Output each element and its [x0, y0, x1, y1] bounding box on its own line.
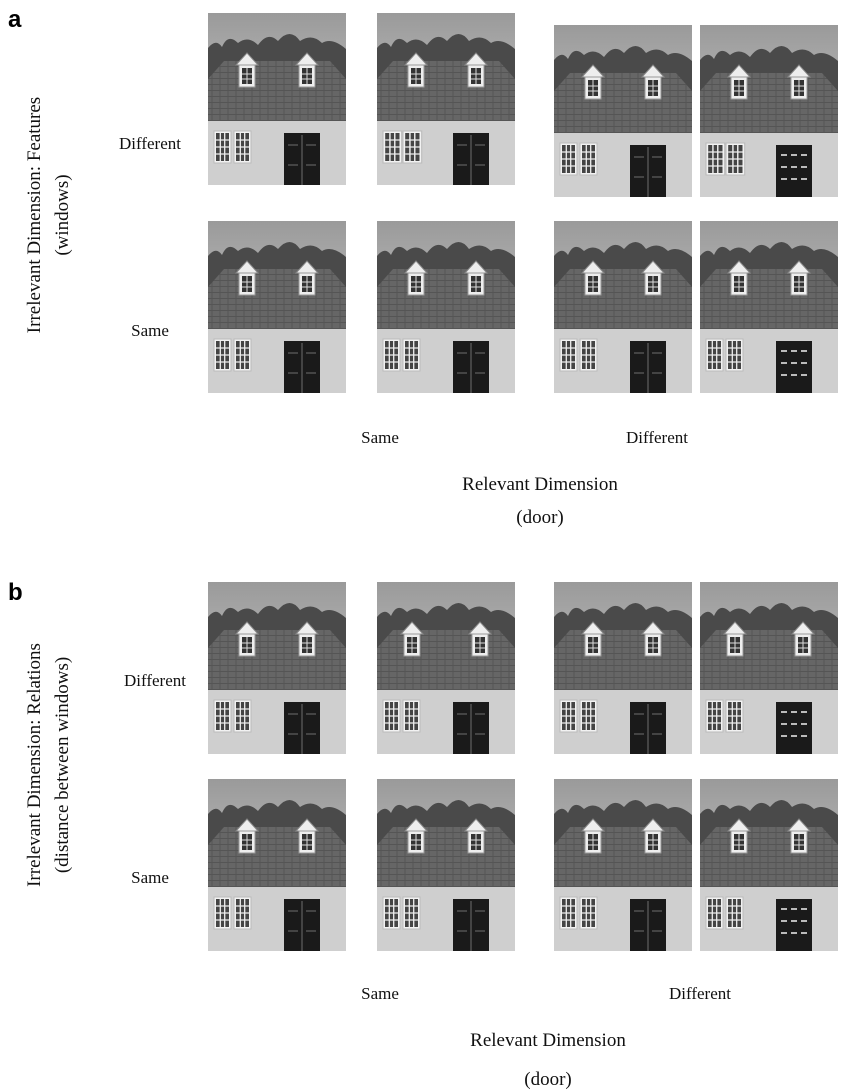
- roof: [554, 827, 692, 887]
- y-title-line: Irrelevant Dimension: Features: [24, 97, 45, 333]
- x-title: Relevant Dimension: [462, 474, 618, 495]
- window: [560, 143, 577, 175]
- x-title: Relevant Dimension: [470, 1030, 626, 1051]
- roof: [377, 630, 515, 690]
- window: [383, 897, 400, 929]
- window: [580, 700, 597, 732]
- window: [403, 700, 420, 732]
- house-image: [700, 779, 838, 951]
- x-subtitle: (door): [524, 1069, 571, 1090]
- roof: [208, 61, 346, 121]
- roof: [700, 630, 838, 690]
- y-title: Irrelevant Dimension: Relations (distanc…: [24, 643, 73, 887]
- window: [214, 700, 231, 732]
- figure: a Irrelevant Dimension: Features (window…: [0, 0, 841, 1092]
- house-image: [554, 779, 692, 951]
- window: [706, 339, 723, 371]
- x-subtitle: (door): [516, 507, 563, 528]
- col-label: Different: [626, 428, 688, 447]
- window: [726, 700, 743, 732]
- house-image: [554, 582, 692, 754]
- house-image: [700, 25, 838, 197]
- roof: [554, 269, 692, 329]
- row-label: Different: [119, 134, 181, 153]
- roof: [208, 827, 346, 887]
- roof: [554, 73, 692, 133]
- col-label: Same: [361, 984, 399, 1003]
- y-title: Irrelevant Dimension: Features (windows): [24, 97, 73, 333]
- window: [403, 339, 420, 371]
- window: [706, 143, 725, 175]
- house-image: [554, 25, 692, 197]
- roof: [700, 827, 838, 887]
- window: [580, 339, 597, 371]
- window: [234, 897, 251, 929]
- window: [214, 131, 231, 163]
- y-title-line: Irrelevant Dimension: Relations: [24, 643, 45, 887]
- house-image: [554, 221, 692, 393]
- window: [580, 143, 597, 175]
- window: [214, 339, 231, 371]
- window: [234, 339, 251, 371]
- door: [776, 145, 812, 197]
- window: [726, 897, 743, 929]
- col-label: Different: [669, 984, 731, 1003]
- window: [706, 700, 723, 732]
- house-image: [208, 582, 346, 754]
- roof: [700, 269, 838, 329]
- y-title-line: (windows): [52, 174, 73, 255]
- window: [560, 897, 577, 929]
- window: [403, 897, 420, 929]
- window: [403, 131, 422, 163]
- window: [383, 700, 400, 732]
- window: [726, 339, 743, 371]
- roof: [554, 630, 692, 690]
- house-image: [377, 221, 515, 393]
- window: [383, 131, 402, 163]
- roof: [377, 827, 515, 887]
- window: [706, 897, 723, 929]
- panel-label: b: [8, 579, 23, 606]
- house-image: [208, 221, 346, 393]
- roof: [377, 61, 515, 121]
- roof: [377, 269, 515, 329]
- window: [560, 700, 577, 732]
- window: [383, 339, 400, 371]
- door: [776, 899, 812, 951]
- window: [726, 143, 745, 175]
- house-image: [700, 221, 838, 393]
- window: [234, 131, 251, 163]
- window: [560, 339, 577, 371]
- house-image: [377, 13, 515, 185]
- roof: [700, 73, 838, 133]
- panel-label: a: [8, 6, 22, 33]
- roof: [208, 630, 346, 690]
- col-label: Same: [361, 428, 399, 447]
- house-image: [208, 13, 346, 185]
- door: [776, 702, 812, 754]
- house-image: [700, 582, 838, 754]
- row-label: Different: [124, 671, 186, 690]
- house-image: [377, 582, 515, 754]
- roof: [208, 269, 346, 329]
- house-image: [377, 779, 515, 951]
- window: [580, 897, 597, 929]
- window: [234, 700, 251, 732]
- house-image: [208, 779, 346, 951]
- door: [776, 341, 812, 393]
- row-label: Same: [131, 868, 169, 887]
- row-label: Same: [131, 321, 169, 340]
- window: [214, 897, 231, 929]
- y-title-line: (distance between windows): [52, 657, 73, 873]
